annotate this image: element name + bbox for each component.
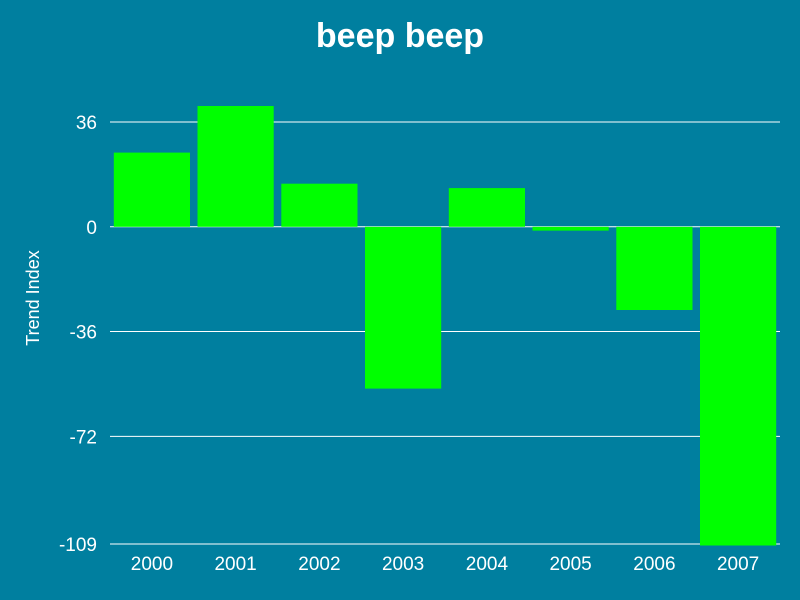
bar-2003: [365, 226, 442, 389]
bar-2000: [113, 152, 190, 227]
y-tick-label: 0: [86, 218, 97, 239]
x-tick-labels: 2000 2001 2002 2003 2004 2005 2006 2007: [131, 554, 759, 575]
x-tick-label: 2006: [633, 554, 675, 575]
bar-2004: [448, 188, 525, 227]
x-tick-label: 2000: [131, 554, 173, 575]
y-tick-label: -109: [59, 535, 97, 556]
bar-2001: [197, 106, 274, 227]
y-tick-label: -72: [70, 427, 97, 448]
y-tick-label: -36: [70, 323, 97, 344]
x-tick-label: 2001: [214, 554, 256, 575]
x-tick-label: 2007: [717, 554, 759, 575]
bars: [113, 106, 777, 546]
x-tick-label: 2005: [549, 554, 591, 575]
y-tick-labels: 36 0 -36 -72 -109: [59, 113, 97, 556]
x-tick-label: 2002: [298, 554, 340, 575]
chart-title: beep beep: [316, 17, 484, 55]
bar-2006: [616, 226, 693, 310]
bar-2005: [532, 226, 609, 231]
x-tick-label: 2003: [382, 554, 424, 575]
y-tick-label: 36: [76, 113, 97, 134]
bar-2007: [700, 226, 777, 546]
x-tick-label: 2004: [466, 554, 509, 575]
bar-2002: [281, 183, 358, 227]
y-axis-label: Trend Index: [23, 250, 43, 345]
